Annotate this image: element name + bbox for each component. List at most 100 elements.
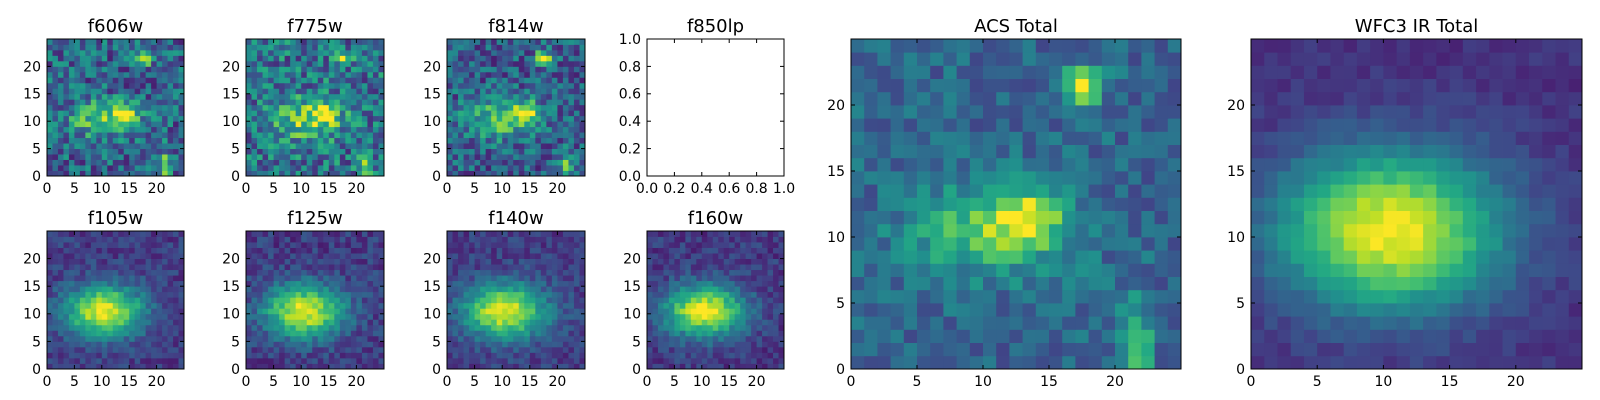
y-tick-label: 20 [23,59,41,75]
heatmap-cell [156,154,163,160]
heatmap-cell [1449,223,1464,238]
heatmap-cell [356,269,363,276]
heatmap-cell [345,330,352,337]
heatmap-cell [268,341,274,348]
heatmap-cell [268,66,274,73]
heatmap-cell [156,104,163,111]
heatmap-cell [290,264,297,271]
heatmap-cell [301,352,308,359]
heatmap-cell [568,82,575,89]
heatmap-cell [573,341,580,348]
heatmap-cell [52,88,59,95]
heatmap-cell [251,115,258,122]
heatmap-cell [452,39,459,45]
heatmap-cell [1290,223,1305,238]
heatmap-cell [339,236,346,243]
heatmap-cell [262,291,269,298]
heatmap-cell [562,77,569,84]
heatmap-cell [1502,118,1517,132]
heatmap-cell [1436,316,1450,330]
heatmap-cell [251,104,258,111]
heatmap-cell [317,55,324,62]
heatmap-cell [1115,210,1129,225]
heatmap-cell [118,253,125,259]
heatmap-cell [1088,78,1103,93]
heatmap-cell [273,352,280,359]
heatmap-cell [68,132,75,139]
heatmap-cell [140,297,147,304]
heatmap-cell [1167,131,1182,145]
heatmap-cell [107,132,114,139]
heatmap-cell [257,110,263,117]
heatmap-cell [262,297,269,304]
heatmap-cell [118,308,125,315]
heatmap-cell [1423,342,1437,357]
heatmap-cell [1062,91,1076,106]
heatmap-cell [1489,342,1503,357]
heatmap-cell [1449,197,1464,211]
heatmap-cell [1330,65,1345,79]
heatmap-cell [350,137,357,144]
heatmap-cell [474,341,481,348]
heatmap-cell [518,313,525,320]
heatmap-cell [156,291,163,298]
heatmap-cell [361,352,368,359]
heatmap-cell [178,352,185,359]
heatmap-cell [134,258,141,265]
heatmap-cell [463,121,470,128]
heatmap-cell [345,49,352,56]
heatmap-cell [63,159,70,166]
heatmap-cell [361,363,368,370]
heatmap-cell [1049,171,1063,185]
heatmap-cell [279,280,286,287]
heatmap-cell [345,99,352,106]
heatmap-cell [579,99,586,106]
heatmap-cell [123,110,130,117]
heatmap-cell [458,297,464,304]
heatmap-cell [123,231,130,237]
heatmap-cell [1502,210,1517,225]
heatmap-cell [996,263,1010,277]
heatmap-cell [491,71,498,78]
heatmap-cell [167,269,174,276]
heatmap-cell [262,104,269,111]
heatmap-cell [1277,210,1292,225]
heatmap-cell [562,297,569,304]
heatmap-cell [1154,303,1169,317]
heatmap-cell [1449,144,1464,159]
heatmap-cell [295,352,302,359]
heatmap-cell [162,363,168,370]
heatmap-cell [1167,250,1182,264]
heatmap-cell [178,154,185,160]
heatmap-cell [956,342,971,357]
heatmap-cell [306,88,313,95]
heatmap-cell [273,82,280,89]
heatmap-cell [917,157,931,172]
heatmap-cell [447,110,453,117]
heatmap-cell [47,236,53,243]
heatmap-cell [57,363,64,370]
heatmap-cell [284,247,291,254]
heatmap-cell [173,302,179,309]
heatmap-cell [251,341,258,348]
heatmap-cell [1101,210,1116,225]
heatmap-cell [301,236,308,243]
heatmap-cell [339,286,346,293]
heatmap-cell [917,276,931,291]
heatmap-cell [47,346,53,353]
heatmap-cell [1101,276,1116,291]
heatmap-cell [1062,342,1076,357]
heatmap-cell [345,247,352,254]
heatmap-cell [251,71,258,78]
heatmap-cell [173,82,179,89]
heatmap-cell [452,154,459,160]
heatmap-cell [378,154,385,160]
heatmap-cell [485,341,492,348]
heatmap-cell [290,170,297,177]
heatmap-cell [551,363,558,370]
heatmap-cell [140,148,147,155]
heatmap-cell [562,110,569,117]
heatmap-cell [485,71,492,78]
heatmap-cell [903,184,918,198]
heatmap-cell [273,253,280,259]
